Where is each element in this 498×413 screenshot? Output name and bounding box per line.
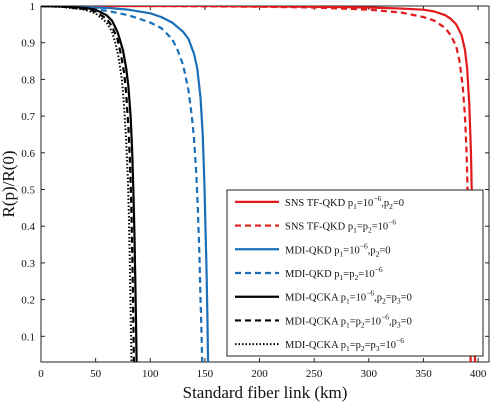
legend-entry-part: =10 <box>372 222 388 233</box>
legend-entry-part: =0 <box>401 293 412 304</box>
legend-entry-part: 2 <box>376 249 380 258</box>
legend-entry-part: −6 <box>388 218 396 227</box>
x-tick-label: 350 <box>415 368 432 380</box>
y-tick-label: 0.8 <box>21 74 35 86</box>
legend-entry-part: =p <box>357 222 368 233</box>
legend-entry-part: =10 <box>365 316 381 327</box>
legend-entry-part: =p <box>386 293 397 304</box>
series-line-5 <box>41 6 138 362</box>
legend-entry: SNS TF-QKD p1=p2=10−6 <box>285 218 396 235</box>
legend-entry-part: 1 <box>340 249 344 258</box>
legend-entry-part: 1 <box>340 273 344 282</box>
legend-entry-part: 2 <box>382 297 386 306</box>
legend-entry-part: p <box>341 340 346 351</box>
legend-entry-part: =0 <box>379 245 390 256</box>
series-line-4 <box>41 6 204 362</box>
legend-entry-part: =0 <box>393 198 404 209</box>
y-tick-label: 0.2 <box>21 295 35 307</box>
legend-entry: MDI-QKD p1=p2=10−6 <box>285 265 383 282</box>
series-line-3 <box>41 6 210 362</box>
legend-entry-part: ,p <box>381 198 389 209</box>
y-tick-label: 0.9 <box>21 38 35 50</box>
legend-entry-part: p <box>334 269 339 280</box>
y-tick-label: 0.4 <box>21 221 35 233</box>
legend-entry-part: 1 <box>346 320 350 329</box>
legend-entry-part: =p <box>350 316 361 327</box>
legend-entry-part: 2 <box>389 202 393 211</box>
y-tick-label: 0.6 <box>21 148 35 160</box>
legend-entry-part: 3 <box>397 297 401 306</box>
legend-entry-label: SNS TF-QKD <box>285 222 348 233</box>
series-line-6 <box>41 6 135 362</box>
y-tick-label: 0.3 <box>21 258 35 270</box>
legend-entry: MDI-QKD p1=10−6,p2=0 <box>285 241 391 258</box>
legend-entry-part: p <box>334 245 339 256</box>
legend-entry-part: =0 <box>401 316 412 327</box>
legend-entry-part: p <box>348 198 353 209</box>
legend-entry-part: 3 <box>397 320 401 329</box>
legend-entry-part: −6 <box>375 265 383 274</box>
legend-entry: MDI-QCKA p1=10−6,p2=p3=0 <box>285 289 412 306</box>
legend-entry: MDI-QCKA p1=p2=10−6,p3=0 <box>285 312 412 329</box>
legend-entry-part: =10 <box>357 198 373 209</box>
legend-entry-part: 1 <box>346 344 350 353</box>
legend-entry-part: −6 <box>360 241 368 250</box>
legend-entry: SNS TF-QKD p1=10−6,p2=0 <box>285 194 404 211</box>
axes: 0 50 100 150 200 250 300 350 400 0.1 0.2 0.3 0.4 0.5 0… <box>21 1 490 380</box>
legend-entry-label: SNS TF-QKD <box>285 198 348 209</box>
y-tick-label: 0.7 <box>21 111 35 123</box>
legend-entry-part: =10 <box>350 293 366 304</box>
y-tick-label: 0.5 <box>21 185 35 197</box>
legend-entry-part: −6 <box>396 336 404 345</box>
legend-entry-label: MDI-QCKA <box>285 293 341 304</box>
legend-entry-part: 2 <box>361 344 365 353</box>
legend-entry-part: p <box>348 222 353 233</box>
legend-entry-label: MDI-QKD <box>285 269 334 280</box>
legend-entry: MDI-QCKA p1=p2=p3=10−6 <box>285 336 404 353</box>
x-tick-label: 400 <box>470 368 487 380</box>
y-tick-label: 0.1 <box>21 331 35 343</box>
legend-entry-part: =10 <box>380 340 396 351</box>
legend-entry-part: =10 <box>343 245 359 256</box>
x-tick-label: 100 <box>142 368 159 380</box>
legend-entry-part: =p <box>365 340 376 351</box>
legend-entry-label: MDI-QCKA <box>285 316 341 327</box>
legend-entry-part: =p <box>350 340 361 351</box>
y-tick-label: 1 <box>30 1 36 13</box>
legend-entry-part: =10 <box>358 269 374 280</box>
x-tick-label: 50 <box>90 368 102 380</box>
legend-entry-part: 2 <box>361 320 365 329</box>
legend-entry-part: 2 <box>354 273 358 282</box>
legend-entry-part: 2 <box>368 226 372 235</box>
legend-entry-part: ,p <box>368 245 376 256</box>
legend-entry-label: MDI-QKD <box>285 245 334 256</box>
legend-entry-part: ,p <box>389 316 397 327</box>
x-tick-label: 200 <box>251 368 268 380</box>
series-line-7 <box>41 6 133 362</box>
legend-entry-part: 1 <box>346 297 350 306</box>
legend-entry-part: p <box>341 293 346 304</box>
legend-entry-part: 1 <box>353 202 357 211</box>
x-tick-label: 250 <box>306 368 323 380</box>
legend-entry-part: p <box>341 316 346 327</box>
legend-entry-part: −6 <box>381 312 389 321</box>
legend-entry-part: ,p <box>374 293 382 304</box>
legend-entry-part: =p <box>343 269 354 280</box>
x-tick-label: 0 <box>38 368 44 380</box>
x-tick-label: 150 <box>197 368 214 380</box>
legend-entry-label: MDI-QCKA <box>285 340 341 351</box>
x-tick-label: 300 <box>361 368 378 380</box>
legend-entry-part: 1 <box>353 226 357 235</box>
legend-entry-part: 3 <box>376 344 380 353</box>
legend-entry-part: −6 <box>366 289 374 298</box>
x-axis-label: Standard fiber link (km) <box>183 383 348 402</box>
legend-entry-part: −6 <box>373 194 381 203</box>
y-axis-label: R(p)/R(0) <box>0 150 18 217</box>
